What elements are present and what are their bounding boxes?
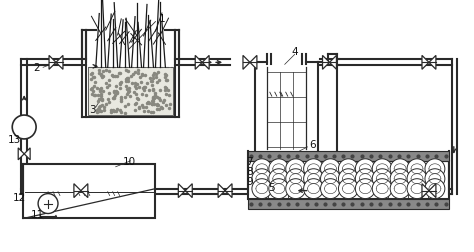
Text: 5: 5: [268, 182, 274, 192]
Circle shape: [320, 179, 340, 199]
Text: 7: 7: [246, 156, 253, 166]
Circle shape: [338, 159, 358, 179]
Polygon shape: [218, 184, 225, 198]
Circle shape: [425, 169, 445, 189]
Circle shape: [286, 169, 306, 189]
Polygon shape: [74, 184, 81, 198]
Polygon shape: [178, 184, 185, 198]
Circle shape: [338, 169, 358, 189]
Bar: [248, 161, 449, 199]
Circle shape: [407, 169, 427, 189]
Text: 8: 8: [246, 166, 253, 176]
Circle shape: [390, 169, 410, 189]
Circle shape: [356, 159, 375, 179]
Circle shape: [252, 169, 272, 189]
Circle shape: [425, 159, 445, 179]
Text: 12: 12: [13, 192, 27, 202]
Text: 11: 11: [31, 209, 45, 219]
Polygon shape: [18, 148, 24, 160]
Circle shape: [372, 159, 392, 179]
Polygon shape: [225, 184, 232, 198]
Circle shape: [356, 169, 375, 189]
Polygon shape: [243, 56, 250, 70]
Polygon shape: [81, 184, 88, 198]
Circle shape: [304, 169, 324, 189]
Text: 9: 9: [246, 176, 253, 186]
Circle shape: [38, 194, 58, 214]
Circle shape: [12, 116, 36, 139]
Circle shape: [304, 179, 324, 199]
Circle shape: [286, 179, 306, 199]
Polygon shape: [185, 184, 192, 198]
Circle shape: [425, 179, 445, 199]
Bar: [248, 199, 449, 209]
Polygon shape: [429, 184, 436, 198]
Circle shape: [407, 179, 427, 199]
Circle shape: [286, 159, 306, 179]
Circle shape: [320, 159, 340, 179]
Circle shape: [252, 159, 272, 179]
Text: 10: 10: [123, 156, 136, 166]
Bar: [23, 164, 155, 219]
Text: 4: 4: [292, 47, 298, 57]
Polygon shape: [49, 56, 56, 70]
Circle shape: [269, 169, 289, 189]
Circle shape: [372, 169, 392, 189]
Text: 2: 2: [33, 63, 40, 73]
Polygon shape: [322, 56, 329, 70]
Circle shape: [269, 159, 289, 179]
Circle shape: [356, 179, 375, 199]
Polygon shape: [329, 56, 337, 70]
Polygon shape: [429, 56, 436, 70]
Polygon shape: [422, 56, 429, 70]
Polygon shape: [24, 148, 30, 160]
Circle shape: [372, 179, 392, 199]
Polygon shape: [202, 56, 209, 70]
Polygon shape: [250, 56, 257, 70]
Circle shape: [304, 159, 324, 179]
Circle shape: [338, 179, 358, 199]
Polygon shape: [422, 184, 429, 198]
Circle shape: [407, 159, 427, 179]
Circle shape: [320, 169, 340, 189]
Circle shape: [252, 179, 272, 199]
Circle shape: [390, 159, 410, 179]
Text: 1: 1: [158, 14, 165, 23]
Polygon shape: [56, 56, 63, 70]
Text: 13: 13: [8, 134, 21, 144]
Bar: [248, 151, 449, 161]
Text: 3: 3: [89, 105, 95, 115]
Bar: [88, 68, 173, 116]
Circle shape: [269, 179, 289, 199]
Polygon shape: [195, 56, 202, 70]
Circle shape: [390, 179, 410, 199]
Text: 6: 6: [310, 139, 316, 149]
